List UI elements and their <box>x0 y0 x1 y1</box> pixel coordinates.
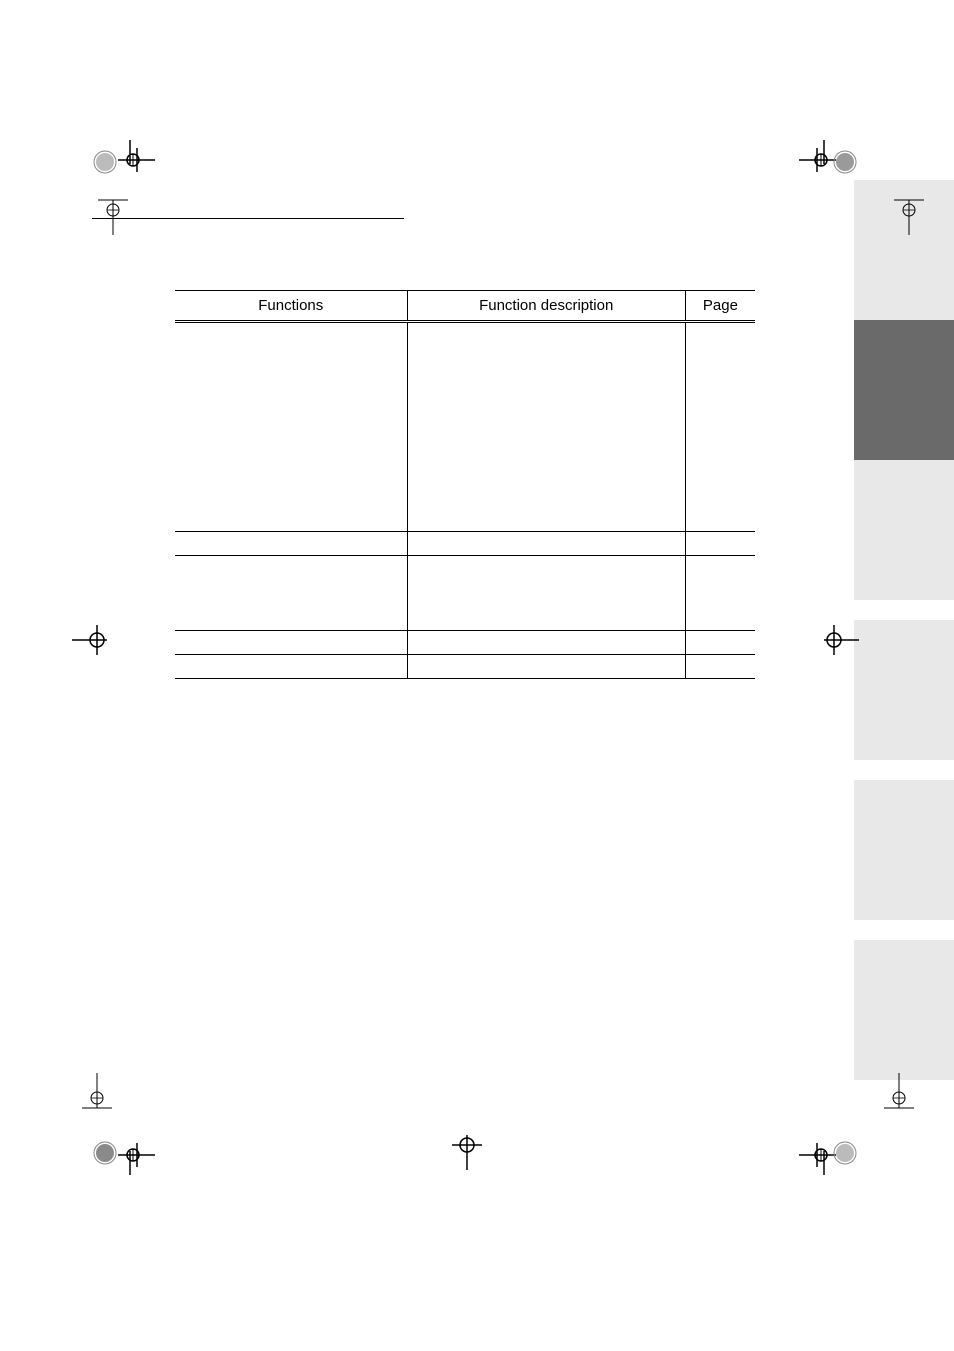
table-cell <box>407 532 685 556</box>
header-rule <box>92 218 404 219</box>
crop-mark-icon <box>442 1120 492 1175</box>
col-header-page: Page <box>685 291 755 322</box>
table-cell <box>685 322 755 532</box>
tab-segment-active <box>854 320 954 460</box>
table-cell <box>175 556 407 631</box>
table-row <box>175 631 755 655</box>
table-cell <box>407 655 685 679</box>
table-cell <box>407 322 685 532</box>
tab-segment <box>854 780 954 920</box>
functions-table-wrapper: Functions Function description Page <box>175 290 755 679</box>
tab-gap <box>854 760 954 780</box>
target-mark-icon <box>884 190 924 245</box>
table-cell <box>175 322 407 532</box>
crop-mark-icon <box>809 615 859 670</box>
crop-mark-icon <box>789 1105 859 1180</box>
target-mark-icon <box>98 190 138 245</box>
table-row <box>175 532 755 556</box>
table-cell <box>685 655 755 679</box>
table-cell <box>407 556 685 631</box>
target-mark-icon <box>874 1068 914 1123</box>
table-row <box>175 655 755 679</box>
tab-segment <box>854 460 954 600</box>
table-header-row: Functions Function description Page <box>175 291 755 322</box>
table-cell <box>407 631 685 655</box>
table-cell <box>685 532 755 556</box>
table-cell <box>175 631 407 655</box>
table-cell <box>175 655 407 679</box>
table-row <box>175 556 755 631</box>
col-header-description: Function description <box>407 291 685 322</box>
table-cell <box>685 556 755 631</box>
tab-segment <box>854 620 954 760</box>
table-row <box>175 322 755 532</box>
table-cell <box>175 532 407 556</box>
functions-table: Functions Function description Page <box>175 290 755 679</box>
tab-segment <box>854 940 954 1080</box>
tab-gap <box>854 920 954 940</box>
side-tab-strip <box>854 180 954 1080</box>
tab-gap <box>854 600 954 620</box>
col-header-functions: Functions <box>175 291 407 322</box>
table-cell <box>685 631 755 655</box>
crop-mark-icon <box>789 140 859 215</box>
crop-mark-icon <box>72 615 122 670</box>
target-mark-icon <box>82 1068 122 1123</box>
